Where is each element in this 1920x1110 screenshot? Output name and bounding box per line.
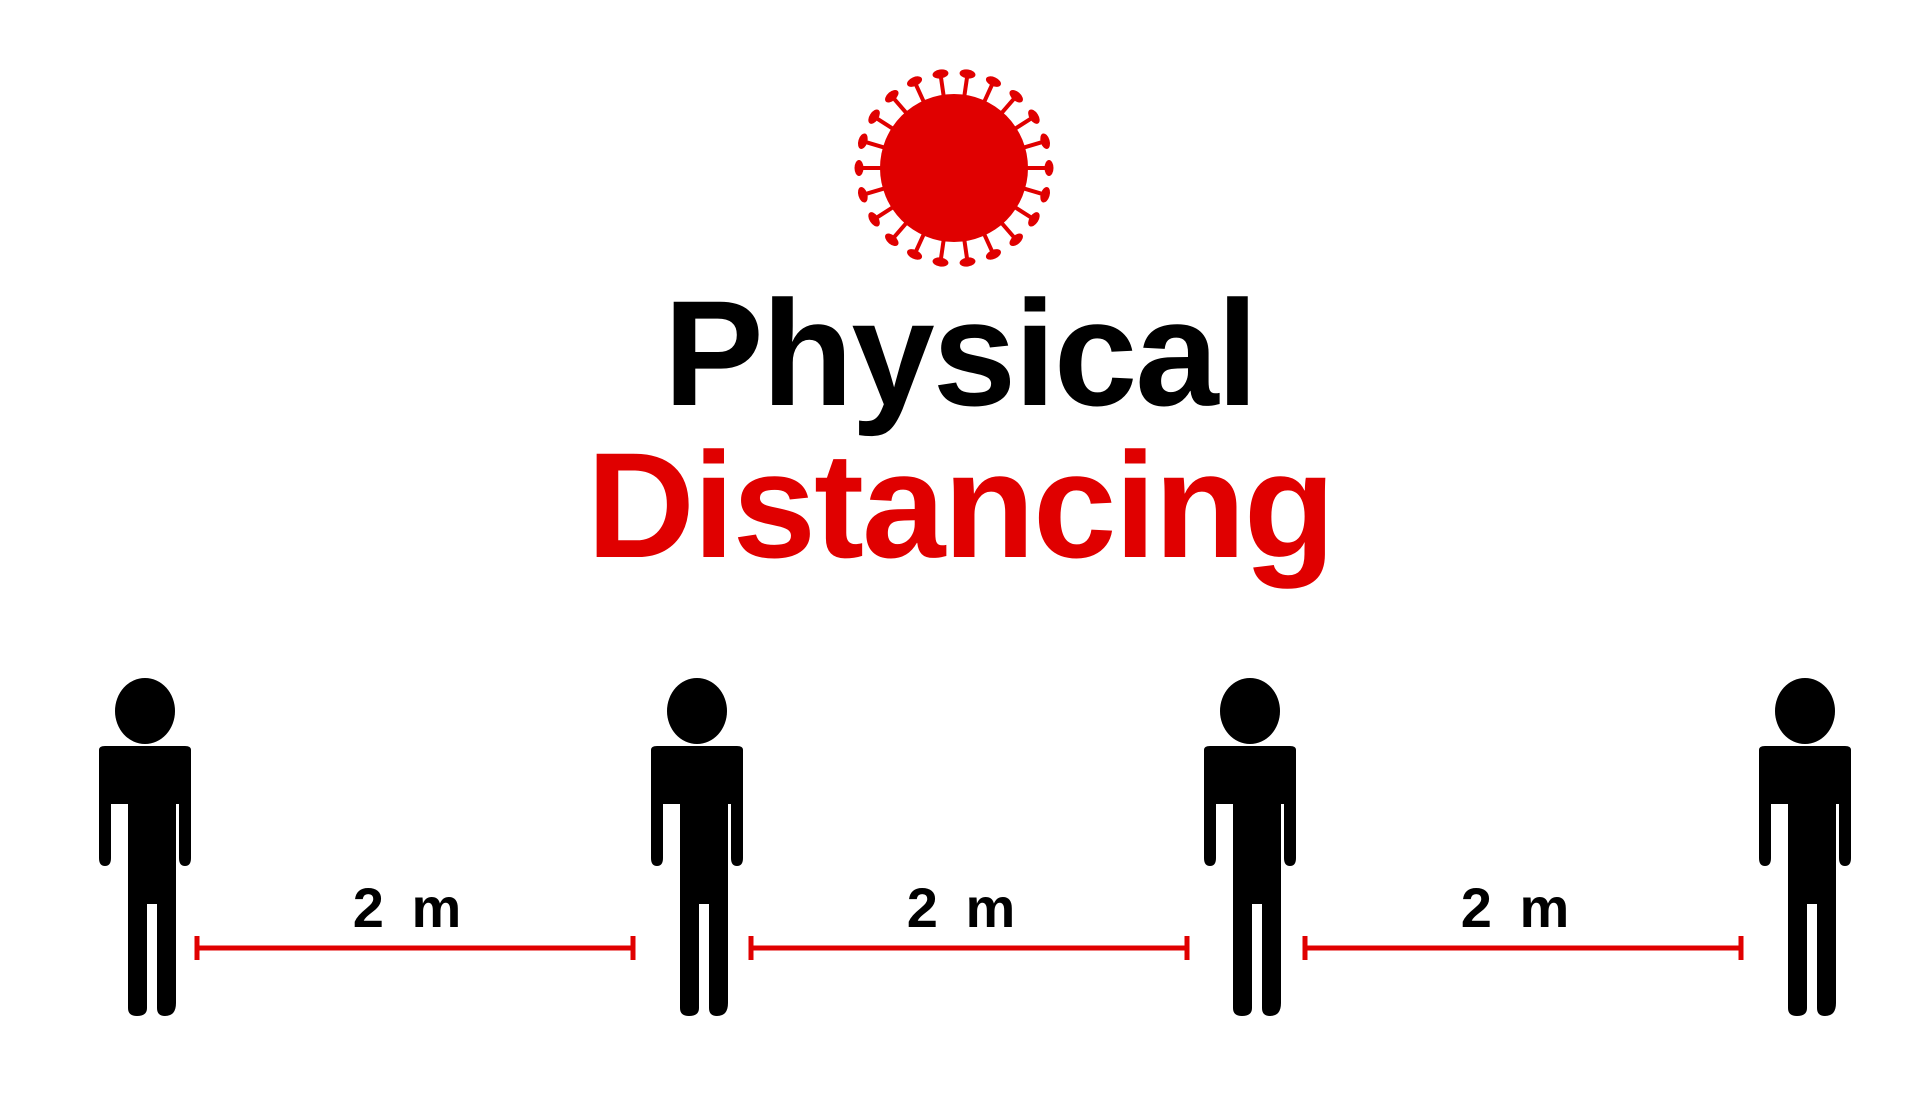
person-icon (1759, 678, 1851, 1016)
distance-line (748, 936, 1190, 960)
distance-label: 2 m (1460, 876, 1576, 939)
person-icon (99, 678, 191, 1016)
title-distancing: Distancing (586, 421, 1336, 589)
distance-line (194, 936, 636, 960)
title-physical: Physical (663, 269, 1259, 437)
distance-label: 2 m (352, 876, 468, 939)
distance-label: 2 m (906, 876, 1022, 939)
distance-line (1302, 936, 1744, 960)
person-icon (651, 678, 743, 1016)
virus-icon (854, 69, 1054, 267)
person-icon (1204, 678, 1296, 1016)
